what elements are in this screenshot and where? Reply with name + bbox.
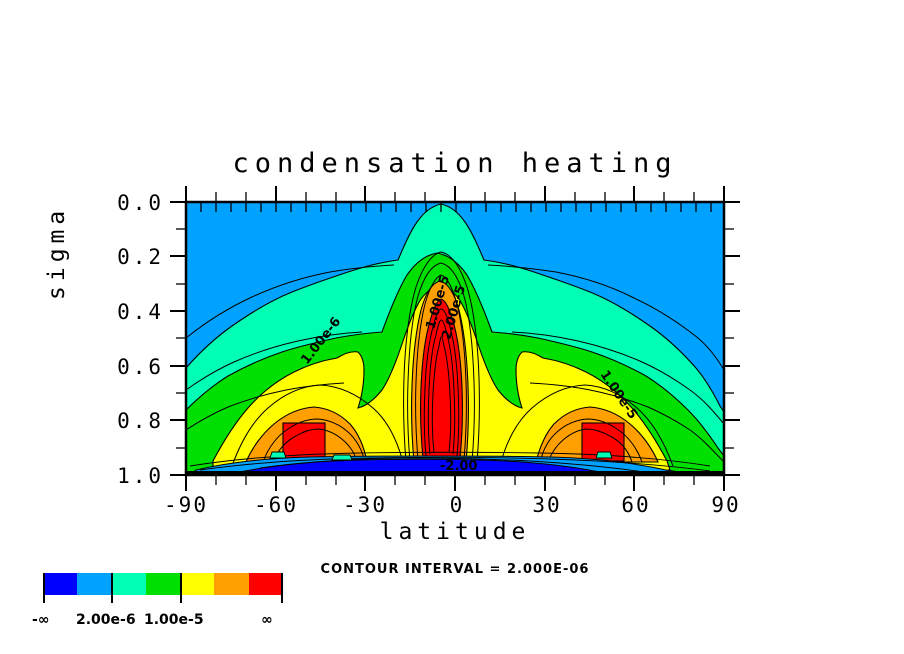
left-major-ticks: [170, 201, 186, 476]
x-tick-label: 0: [449, 493, 465, 517]
itcz-inner-contours: [403, 251, 480, 463]
x-tick-label: 60: [621, 493, 651, 517]
page-title: condensation heating: [232, 148, 678, 179]
contour-bands: [186, 203, 724, 475]
y-tick-label: 0.0: [117, 191, 164, 215]
colorbar-tick: [180, 573, 182, 603]
colorbar: [43, 573, 283, 595]
colorbar-tick: [281, 573, 283, 603]
surface-baseline: [186, 471, 724, 475]
colorbar-segment-2: [111, 573, 146, 595]
contour-interval-note: CONTOUR INTERVAL = 2.000E-06: [320, 562, 590, 577]
bottom-major-ticks: [185, 475, 725, 491]
colorbar-segment-6: [248, 573, 283, 595]
colorbar-segment-4: [180, 573, 215, 595]
surface-green-pockets: [269, 451, 613, 461]
top-minor-ticks: [185, 202, 725, 212]
left-minor-ticks: [176, 228, 186, 449]
colorbar-segment-3: [145, 573, 181, 595]
colorbar-label-low: 2.00e-6: [76, 612, 136, 628]
colorbar-tick: [111, 573, 113, 603]
colorbar-label-min: -∞: [32, 612, 50, 628]
x-tick-label: -90: [164, 493, 208, 517]
inline-contour-label: -2.00: [440, 459, 477, 474]
x-tick-label: 90: [711, 493, 741, 517]
colorbar-label-high: 1.00e-5: [144, 612, 204, 628]
y-tick-label: 0.2: [117, 245, 164, 269]
y-tick-label: 0.8: [117, 409, 164, 433]
band-red-itcz: [420, 298, 463, 459]
y-axis-label: sigma: [44, 205, 70, 300]
x-tick-label: -60: [254, 493, 298, 517]
top-major-ticks: [185, 186, 725, 202]
bottom-minor-ticks: [215, 475, 695, 485]
colorbar-segment-1: [77, 573, 112, 595]
colorbar-segment-0: [43, 573, 78, 595]
storm-track-inner-contours: [231, 384, 674, 467]
x-tick-label: 30: [532, 493, 562, 517]
top-minor-outer-ticks: [215, 192, 695, 202]
x-tick-label: -30: [343, 493, 387, 517]
outer-contours: [186, 264, 724, 463]
colorbar-segment-5: [214, 573, 249, 595]
x-axis-label: latitude: [379, 519, 531, 545]
right-minor-ticks: [724, 228, 734, 449]
colorbar-tick: [43, 573, 45, 603]
y-tick-label: 1.0: [117, 464, 164, 488]
y-tick-label: 0.6: [117, 355, 164, 379]
colorbar-label-max: ∞: [261, 612, 273, 628]
y-tick-label: 0.4: [117, 300, 164, 324]
right-major-ticks: [724, 201, 740, 476]
